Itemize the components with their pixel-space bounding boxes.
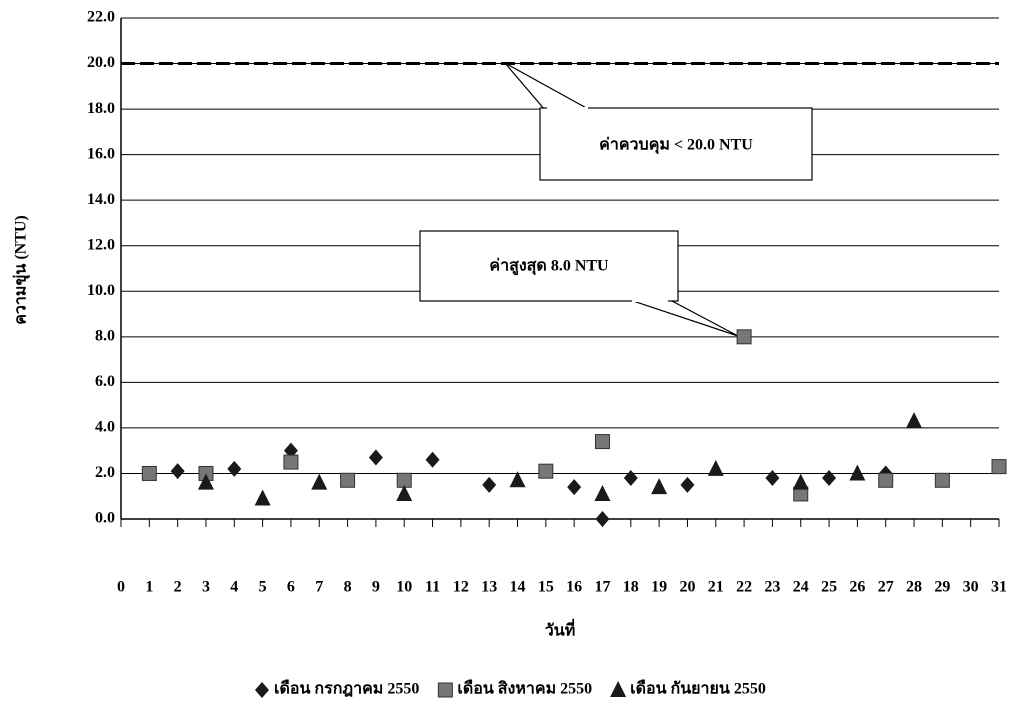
square-point — [142, 466, 156, 480]
x-tick-label: 15 — [538, 579, 554, 596]
x-tick-label: 17 — [594, 579, 610, 596]
triangle-point — [849, 464, 865, 480]
annotation: ค่าสูงสุด 8.0 NTU — [489, 258, 609, 277]
y-tick-label: 6.0 — [95, 373, 115, 390]
square-point — [992, 460, 1006, 474]
x-tick-label: 4 — [230, 579, 238, 596]
y-tick-label: 20.0 — [87, 54, 115, 71]
x-tick-label: 26 — [849, 579, 865, 596]
x-tick-label: 2 — [174, 579, 182, 596]
y-tick-label: 10.0 — [87, 282, 115, 299]
x-tick-label: 25 — [821, 579, 837, 596]
callout-pointer — [505, 63, 590, 110]
legend-label: เดือน กรกฎาคม 2550 — [274, 680, 419, 698]
x-tick-label: 13 — [481, 579, 497, 596]
x-tick-label: 5 — [259, 579, 267, 596]
x-tick-label: 6 — [287, 579, 295, 596]
x-tick-label: 14 — [510, 579, 526, 596]
x-tick-label: 29 — [934, 579, 950, 596]
x-tick-label: 22 — [736, 579, 752, 596]
triangle-point — [906, 412, 922, 428]
triangle-point — [311, 474, 327, 490]
y-tick-label: 18.0 — [87, 100, 115, 117]
diamond-point — [822, 470, 836, 486]
x-tick-label: 1 — [145, 579, 153, 596]
square-point — [595, 435, 609, 449]
x-tick-label: 12 — [453, 579, 469, 596]
x-tick-label: 0 — [117, 579, 125, 596]
triangle-point — [255, 490, 271, 506]
x-tick-label: 9 — [372, 579, 380, 596]
diamond-point — [227, 461, 241, 477]
x-tick-label: 10 — [396, 579, 412, 596]
y-tick-label: 22.0 — [87, 9, 115, 26]
x-axis-title: วันที่ — [545, 619, 575, 640]
triangle-point — [793, 474, 809, 490]
y-tick-label: 8.0 — [95, 327, 115, 344]
diamond-point — [680, 477, 694, 493]
x-tick-label: 30 — [963, 579, 979, 596]
diamond-point — [624, 470, 638, 486]
triangle-point — [708, 460, 724, 476]
y-tick-label: 0.0 — [95, 510, 115, 527]
x-tick-label: 23 — [764, 579, 780, 596]
square-point — [737, 330, 751, 344]
x-tick-label: 20 — [679, 579, 695, 596]
x-tick-label: 28 — [906, 579, 922, 596]
diamond-point — [482, 477, 496, 493]
diamond-point — [595, 511, 609, 527]
square-point — [341, 473, 355, 487]
x-tick-label: 24 — [793, 579, 809, 596]
square-point — [879, 473, 893, 487]
y-tick-label: 2.0 — [95, 464, 115, 481]
x-tick-label: 8 — [344, 579, 352, 596]
legend-marker — [610, 681, 626, 697]
diamond-point — [369, 450, 383, 466]
legend-marker — [438, 683, 452, 697]
legend-label: เดือน สิงหาคม 2550 — [457, 680, 592, 698]
y-tick-label: 14.0 — [87, 191, 115, 208]
square-point — [539, 464, 553, 478]
diamond-point — [171, 463, 185, 479]
x-tick-label: 21 — [708, 579, 724, 596]
triangle-point — [594, 485, 610, 501]
callout-pointer — [630, 300, 738, 336]
triangle-point — [651, 478, 667, 494]
diamond-point — [567, 479, 581, 495]
annotation: ค่าควบคุม < 20.0 NTU — [599, 137, 753, 155]
x-tick-label: 27 — [878, 579, 894, 596]
x-tick-label: 11 — [425, 579, 440, 596]
diamond-point — [765, 470, 779, 486]
x-tick-label: 19 — [651, 579, 667, 596]
y-tick-label: 16.0 — [87, 145, 115, 162]
x-tick-label: 16 — [566, 579, 582, 596]
y-tick-label: 4.0 — [95, 419, 115, 436]
square-point — [284, 455, 298, 469]
y-tick-label: 12.0 — [87, 236, 115, 253]
legend-marker — [255, 682, 269, 698]
chart: วันที่ ความขุ่น (NTU) 0.0 2.0 4.0 6.0 8.0 10.… — [0, 0, 1015, 701]
square-point — [935, 473, 949, 487]
x-tick-label: 3 — [202, 579, 210, 596]
legend-label: เดือน กันยายน 2550 — [630, 680, 766, 698]
x-tick-label: 7 — [315, 579, 323, 596]
y-axis-title: ความขุ่น (NTU) — [13, 215, 31, 325]
x-tick-label: 18 — [623, 579, 639, 596]
x-tick-label: 31 — [991, 579, 1007, 596]
diamond-point — [426, 452, 440, 468]
